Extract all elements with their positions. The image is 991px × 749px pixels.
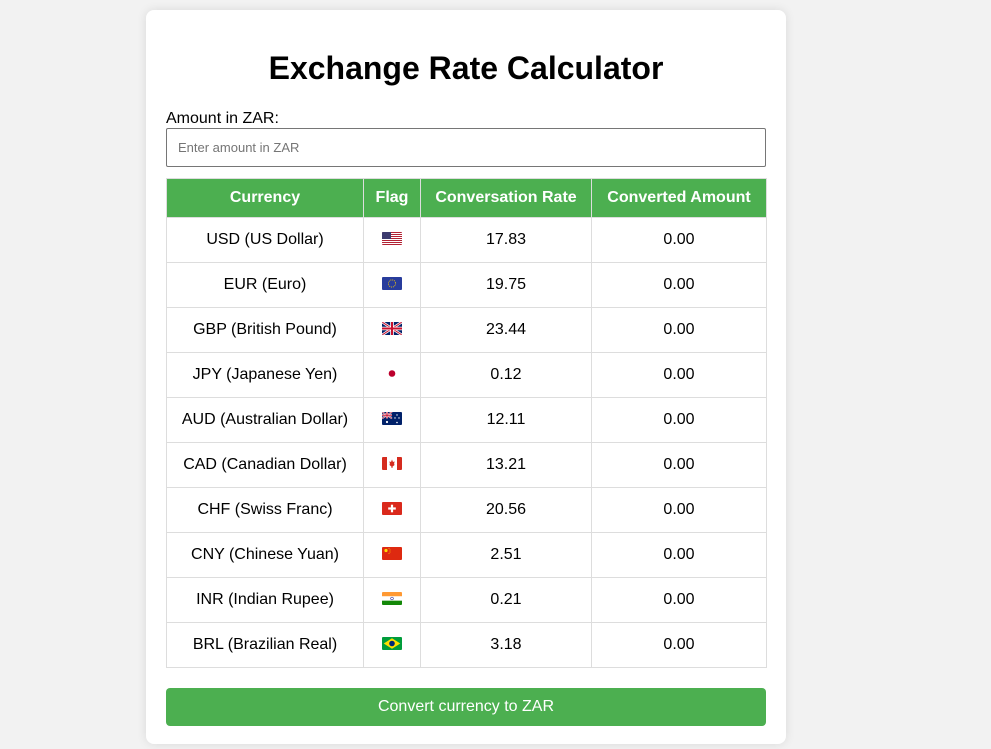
currency-cell: BRL (Brazilian Real) (166, 622, 364, 668)
table-row: CNY (Chinese Yuan) 2.51 0.00 (166, 532, 767, 578)
in-flag-icon (382, 591, 402, 605)
flag-cell (363, 442, 421, 488)
converted-amount-cell: 0.00 (591, 262, 767, 308)
jp-flag-icon (382, 366, 402, 380)
converted-amount-cell: 0.00 (591, 577, 767, 623)
amount-label: Amount in ZAR: (166, 110, 279, 127)
flag-cell (363, 262, 421, 308)
au-flag-icon (382, 411, 402, 425)
rate-cell: 13.21 (420, 442, 592, 488)
page-title: Exchange Rate Calculator (268, 50, 664, 86)
currency-cell: USD (US Dollar) (166, 217, 364, 263)
rate-cell: 2.51 (420, 532, 592, 578)
currency-cell: CAD (Canadian Dollar) (166, 442, 364, 488)
rate-cell: 3.18 (420, 622, 592, 668)
currency-cell: AUD (Australian Dollar) (166, 397, 364, 443)
convert-button[interactable]: Convert currency to ZAR (166, 688, 766, 726)
currency-cell: JPY (Japanese Yen) (166, 352, 364, 398)
converted-amount-cell: 0.00 (591, 307, 767, 353)
table-row: GBP (British Pound) 23.44 0.00 (166, 307, 767, 353)
flag-cell (363, 397, 421, 443)
table-row: INR (Indian Rupee) 0.21 0.00 (166, 577, 767, 623)
flag-cell (363, 532, 421, 578)
currency-cell: GBP (British Pound) (166, 307, 364, 353)
gb-flag-icon (382, 321, 402, 335)
table-row: AUD (Australian Dollar) 12.11 0.00 (166, 397, 767, 443)
header-flag: Flag (363, 178, 421, 218)
header-converted: Converted Amount (591, 178, 767, 218)
converted-amount-cell: 0.00 (591, 352, 767, 398)
converted-amount-cell: 0.00 (591, 532, 767, 578)
converted-amount-cell: 0.00 (591, 487, 767, 533)
table-row: USD (US Dollar) 17.83 0.00 (166, 217, 767, 263)
table-row: EUR (Euro) 19.75 0.00 (166, 262, 767, 308)
us-flag-icon (382, 231, 402, 245)
flag-cell (363, 352, 421, 398)
converted-amount-cell: 0.00 (591, 217, 767, 263)
rates-table: Currency Flag Conversation Rate Converte… (166, 178, 767, 668)
rate-cell: 23.44 (420, 307, 592, 353)
currency-cell: INR (Indian Rupee) (166, 577, 364, 623)
rate-cell: 20.56 (420, 487, 592, 533)
cn-flag-icon (382, 546, 402, 560)
rate-cell: 19.75 (420, 262, 592, 308)
flag-cell (363, 622, 421, 668)
currency-cell: CHF (Swiss Franc) (166, 487, 364, 533)
flag-cell (363, 577, 421, 623)
br-flag-icon (382, 636, 402, 650)
flag-cell (363, 217, 421, 263)
eu-flag-icon (382, 276, 402, 290)
rate-cell: 17.83 (420, 217, 592, 263)
table-header-row: Currency Flag Conversation Rate Converte… (166, 178, 767, 218)
table-row: BRL (Brazilian Real) 3.18 0.00 (166, 622, 767, 668)
flag-cell (363, 487, 421, 533)
table-row: CAD (Canadian Dollar) 13.21 0.00 (166, 442, 767, 488)
table-row: CHF (Swiss Franc) 20.56 0.00 (166, 487, 767, 533)
flag-cell (363, 307, 421, 353)
rate-cell: 12.11 (420, 397, 592, 443)
calculator-card: Exchange Rate Calculator Amount in ZAR: … (146, 10, 786, 744)
currency-cell: EUR (Euro) (166, 262, 364, 308)
converted-amount-cell: 0.00 (591, 622, 767, 668)
ch-flag-icon (382, 501, 402, 515)
ca-flag-icon (382, 456, 402, 470)
header-rate: Conversation Rate (420, 178, 592, 218)
currency-cell: CNY (Chinese Yuan) (166, 532, 364, 578)
rate-cell: 0.21 (420, 577, 592, 623)
rate-cell: 0.12 (420, 352, 592, 398)
table-row: JPY (Japanese Yen) 0.12 0.00 (166, 352, 767, 398)
header-currency: Currency (166, 178, 364, 218)
converted-amount-cell: 0.00 (591, 442, 767, 488)
converted-amount-cell: 0.00 (591, 397, 767, 443)
amount-input[interactable] (166, 128, 766, 167)
